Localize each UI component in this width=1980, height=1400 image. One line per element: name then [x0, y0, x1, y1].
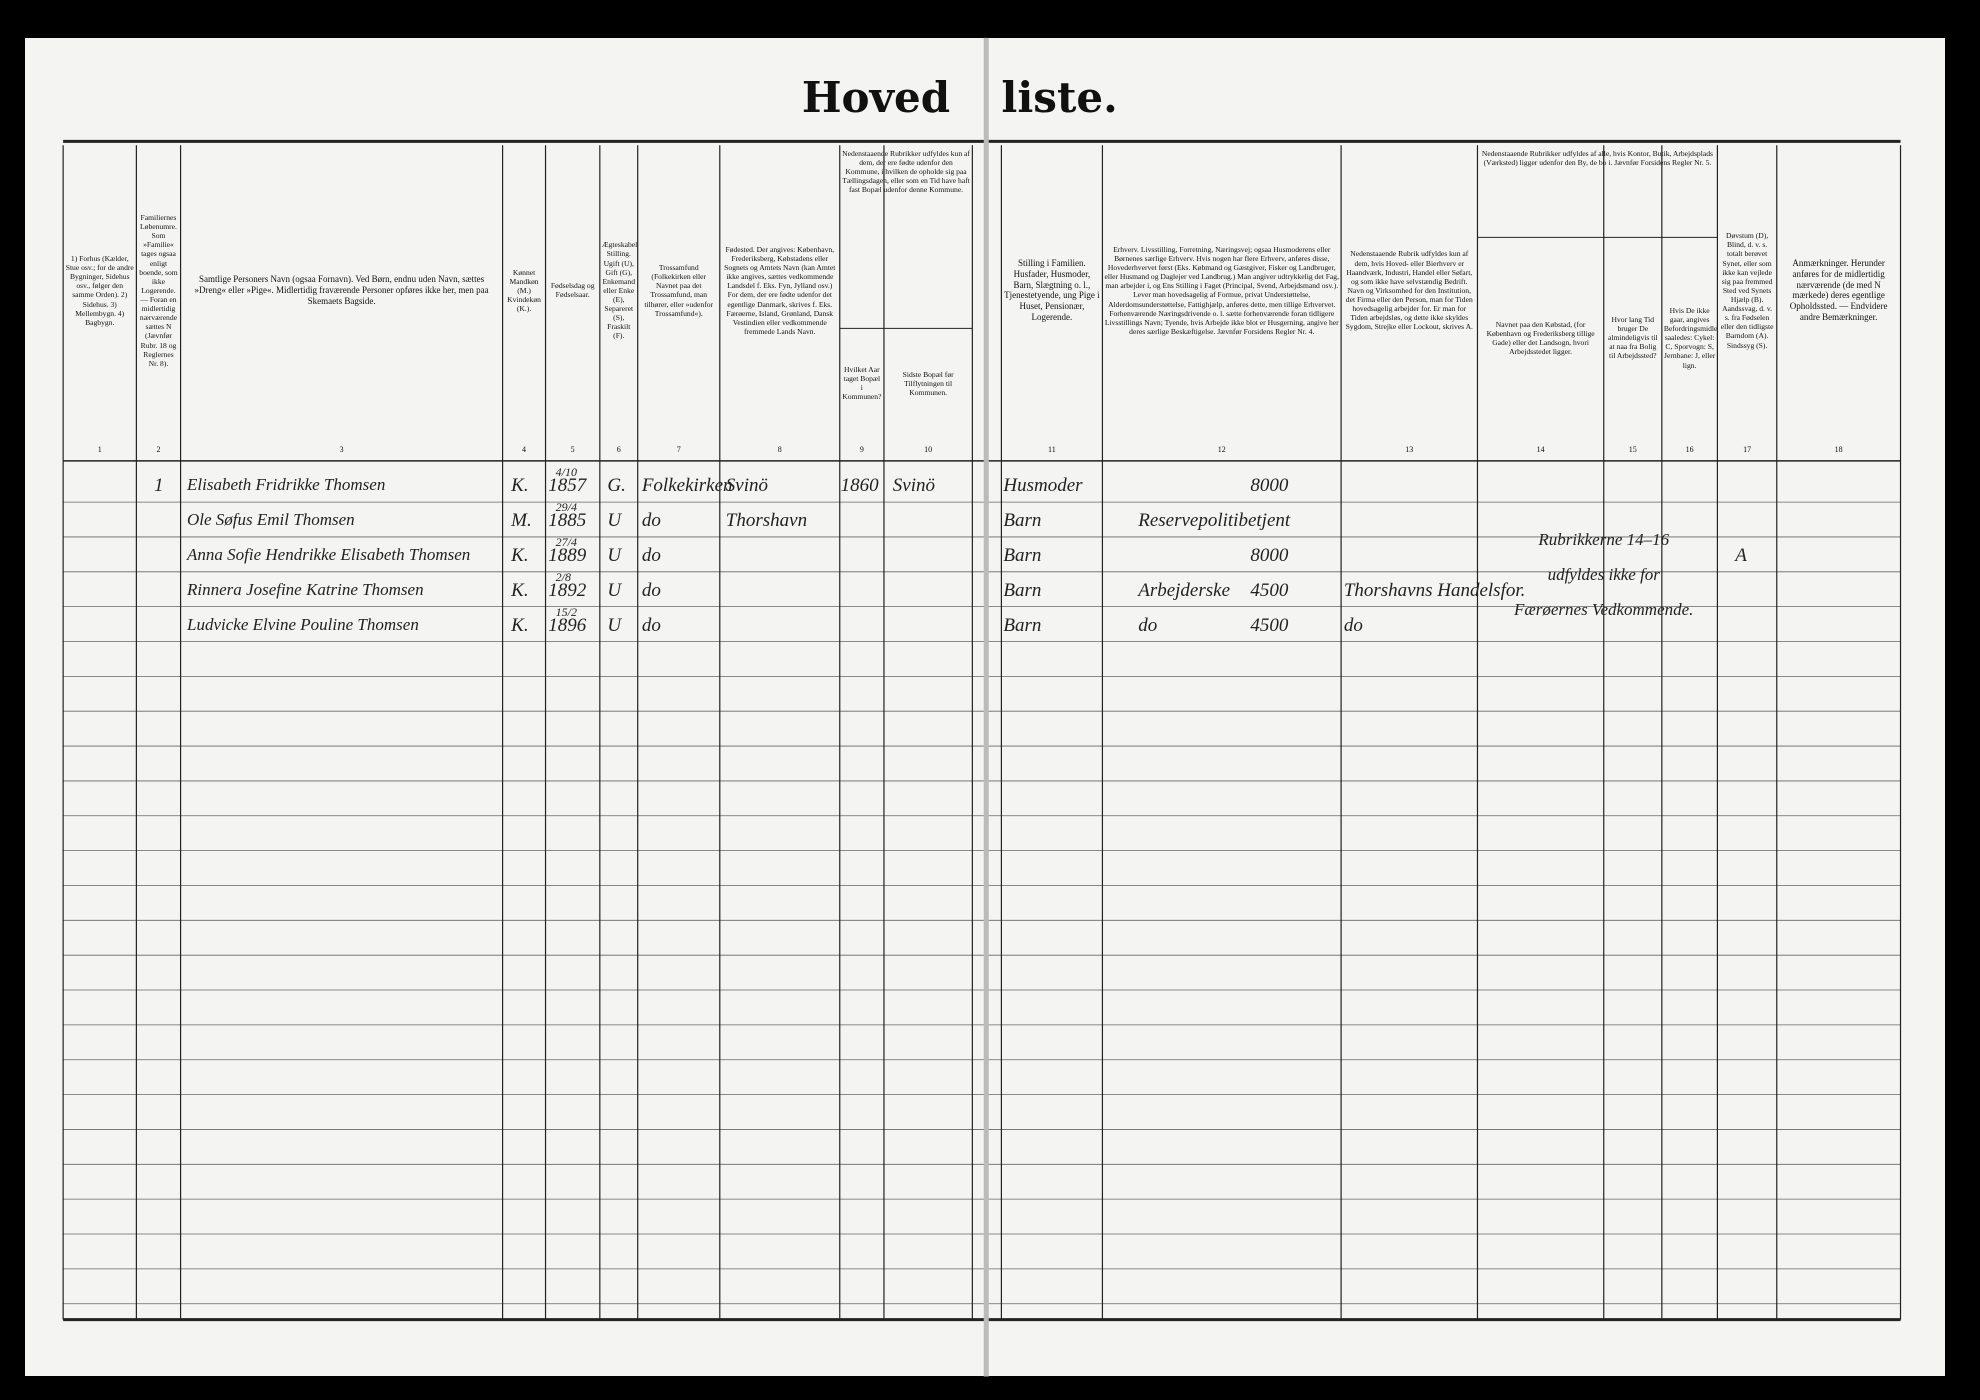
- column-number: 6: [616, 444, 621, 454]
- employer: Thorshavns Handelsfor.: [1343, 579, 1526, 601]
- group-heading: Nedenstaaende Rubrikker udfyldes af alle…: [1481, 149, 1713, 168]
- income: 4500: [1250, 614, 1289, 636]
- title: Hoved: [801, 73, 951, 123]
- birthplace: Svinö: [725, 474, 768, 496]
- disability: A: [1735, 544, 1747, 566]
- birth-day: 2/8: [555, 569, 571, 584]
- column-number: 18: [1834, 444, 1843, 454]
- marital: U: [607, 579, 622, 601]
- sex: K.: [511, 614, 529, 636]
- religion: do: [641, 544, 661, 566]
- note-line: udfyldes ikke for: [1547, 565, 1660, 585]
- moved-year: 1860: [840, 474, 879, 496]
- family-role: Barn: [1003, 579, 1042, 601]
- title: liste.: [1001, 73, 1118, 123]
- birth-day: 4/10: [555, 464, 577, 479]
- column-heading: Navnet paa den Købstad, (for København o…: [1486, 319, 1595, 356]
- column-number: 11: [1048, 444, 1056, 454]
- family-role: Barn: [1003, 614, 1042, 636]
- column-number: 1: [97, 444, 102, 454]
- column-number: 4: [522, 444, 527, 454]
- birth-year: 1889: [548, 544, 587, 566]
- column-heading: Ægteskabelig Stilling. Ugift (U), Gift (…: [601, 240, 638, 341]
- column-heading: Anmærkninger. Herunder anføres for de mi…: [1789, 258, 1888, 323]
- sex: M.: [511, 509, 532, 531]
- column-number: 10: [924, 444, 933, 454]
- birth-year: 1892: [548, 579, 587, 601]
- family-role: Barn: [1003, 509, 1042, 531]
- column-heading: Fødested. Der angives: København, Freder…: [724, 244, 836, 336]
- column-heading: Sidste Bopæl før Tilflytningen til Kommu…: [902, 369, 954, 397]
- income: 8000: [1250, 474, 1289, 496]
- column-heading: Kønnet Mandkøn (M.) Kvindekøn (K.).: [507, 267, 541, 314]
- column-heading: Erhverv. Livsstilling, Forretning, Nærin…: [1104, 244, 1340, 336]
- birth-day: 15/2: [555, 604, 577, 619]
- birth-day: 27/4: [555, 534, 577, 549]
- note-line: Færøernes Vedkommende.: [1514, 600, 1694, 620]
- marital: U: [607, 544, 622, 566]
- occupation: Arbejderske: [1138, 579, 1231, 601]
- family-role: Barn: [1003, 544, 1042, 566]
- column-heading: Nedenstaaende Rubrik udfyldes kun af dem…: [1345, 249, 1473, 332]
- name: Rinnera Josefine Katrine Thomsen: [187, 579, 424, 599]
- column-heading: Døvstum (D), Blind, d. v. s. totalt berø…: [1720, 231, 1774, 350]
- group-heading: Nedenstaaende Rubrikker udfyldes kun af …: [842, 149, 970, 195]
- employer: do: [1343, 614, 1363, 636]
- religion: do: [641, 509, 661, 531]
- birth-day: 29/4: [555, 499, 577, 514]
- name: Anna Sofie Hendrikke Elisabeth Thomsen: [187, 544, 471, 564]
- column-number: 5: [570, 444, 575, 454]
- column-heading: Familiernes Løbenumre. Som »Familie« tag…: [139, 213, 178, 368]
- column-heading: Stilling i Familien. Husfader, Husmoder,…: [1004, 258, 1100, 323]
- last-residence: Svinö: [892, 474, 936, 496]
- religion: do: [641, 614, 661, 636]
- sex: K.: [511, 544, 529, 566]
- column-number: 7: [676, 444, 681, 454]
- birth-year: 1885: [548, 509, 587, 531]
- column-heading: Hvor lang Tid bruger De almindeligvis ti…: [1608, 315, 1658, 361]
- column-heading: 1) Forhus (Kælder, Stue osv.; for de and…: [65, 254, 134, 327]
- religion: Folkekirken: [641, 474, 733, 496]
- birthplace: Thorshavn: [725, 509, 808, 531]
- income: 8000: [1250, 544, 1289, 566]
- marital: G.: [607, 474, 626, 496]
- column-heading: Hvilket Aar taget Bopæl i Kommunen?: [842, 365, 882, 402]
- column-number: 13: [1405, 444, 1414, 454]
- birth-year: 1857: [548, 474, 587, 496]
- column-number: 2: [156, 444, 161, 454]
- column-number: 3: [339, 444, 344, 454]
- column-number: 8: [777, 444, 782, 454]
- column-number: 17: [1743, 444, 1752, 454]
- family-role: Husmoder: [1003, 474, 1083, 496]
- religion: do: [641, 579, 661, 601]
- name: Ole Søfus Emil Thomsen: [187, 509, 355, 529]
- birth-year: 1896: [548, 614, 587, 636]
- occupation: do: [1138, 614, 1158, 636]
- column-heading: Fødselsdag og Fødselsaar.: [550, 281, 595, 300]
- income: 4500: [1250, 579, 1289, 601]
- marital: U: [607, 509, 622, 531]
- note-line: Rubrikkerne 14–16: [1538, 530, 1670, 550]
- name: Elisabeth Fridrikke Thomsen: [187, 474, 386, 494]
- column-heading: Trossamfund (Folkekirken eller Navnet pa…: [644, 263, 714, 318]
- column-number: 14: [1536, 444, 1545, 454]
- column-number: 16: [1685, 444, 1694, 454]
- column-heading: Samtlige Personers Navn (ogsaa Fornavn).…: [194, 274, 489, 306]
- marital: U: [607, 614, 622, 636]
- occupation: Reservepolitibetjent: [1138, 509, 1291, 531]
- column-number: 9: [859, 444, 864, 454]
- sex: K.: [511, 579, 529, 601]
- household: 1: [154, 474, 164, 496]
- name: Ludvicke Elvine Pouline Thomsen: [187, 614, 419, 634]
- column-number: 15: [1628, 444, 1637, 454]
- column-heading: Hvis De ikke gaar, angives Befordringsmi…: [1663, 305, 1718, 370]
- sex: K.: [511, 474, 529, 496]
- column-number: 12: [1217, 444, 1226, 454]
